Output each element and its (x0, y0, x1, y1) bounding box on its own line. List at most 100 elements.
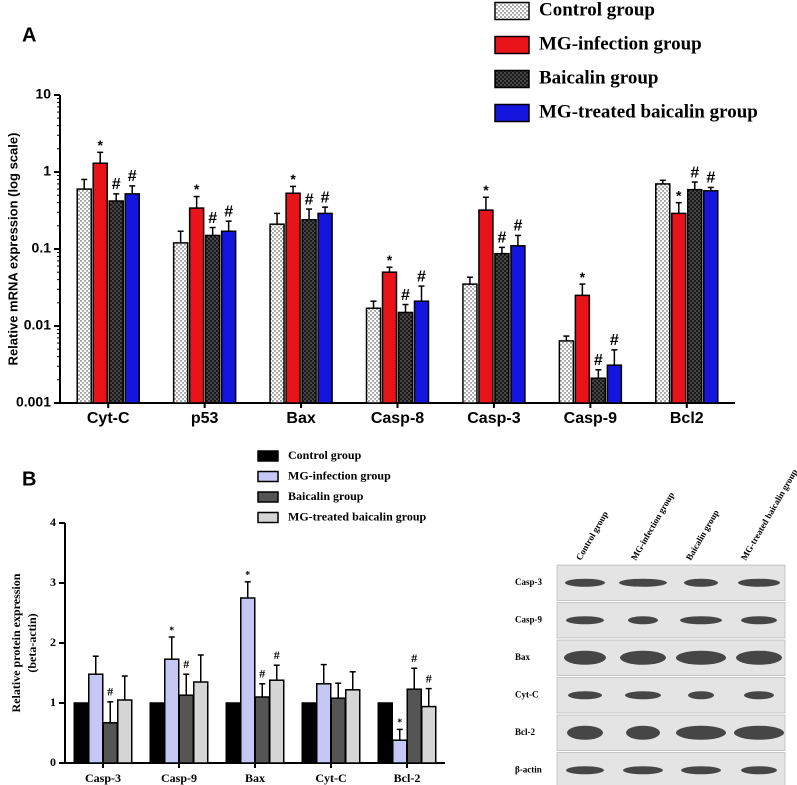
bar (392, 739, 408, 764)
annotation: # (274, 648, 280, 662)
annotation: * (676, 187, 682, 203)
bar (220, 230, 237, 404)
x-tick-label: Casp-3 (85, 771, 121, 785)
blot: Control group MG-infection group Baicalin … (515, 467, 797, 785)
annotation: # (706, 170, 715, 187)
x-tick-label: Bax (245, 771, 265, 785)
bar (478, 209, 494, 404)
bar (204, 234, 221, 404)
bar (397, 311, 414, 404)
bar (606, 364, 623, 404)
blot-band (744, 691, 774, 700)
panel-label: A (22, 24, 36, 46)
blot-band (623, 766, 663, 775)
bar (377, 702, 393, 764)
annotation: # (128, 168, 137, 185)
x-tick-label: Casp-3 (467, 410, 520, 427)
x-tick-label: Bcl-2 (394, 771, 421, 785)
y-tick-label: 0.01 (24, 317, 51, 333)
bar (381, 271, 398, 404)
bar (590, 377, 607, 404)
blot-band (734, 725, 784, 740)
annotation: * (169, 625, 174, 636)
legend-label: MG-treated baicalin group (288, 509, 427, 523)
bar (413, 300, 430, 404)
bar (316, 683, 332, 764)
blot-band (628, 616, 658, 625)
x-tick-label: Cyt-C (87, 410, 130, 427)
blot-band (676, 650, 726, 665)
blot-band (626, 725, 660, 740)
panel-label: B (22, 468, 36, 490)
annotation: # (259, 667, 265, 681)
bar (687, 188, 703, 404)
blot-band (738, 578, 780, 587)
legend-label: Control group (288, 448, 362, 462)
annotation: # (426, 671, 432, 685)
blot-band (741, 766, 777, 775)
bar (117, 699, 133, 764)
bar (225, 702, 241, 764)
blot-row-label: Bcl-2 (515, 727, 535, 737)
blot-band (566, 766, 604, 775)
bar (301, 702, 317, 764)
annotation: * (245, 570, 250, 581)
blot-band (681, 766, 721, 775)
y-tick-label: 2 (50, 635, 56, 649)
bar (240, 597, 256, 764)
annotation: * (580, 269, 586, 285)
annotation: # (321, 189, 330, 206)
blot-row-label: Cyt-C (515, 689, 539, 699)
bar (102, 722, 118, 764)
blot-band (619, 578, 667, 587)
bar (88, 673, 104, 764)
blot-row-label: Casp-3 (515, 577, 543, 587)
blot-row-label: Bax (515, 652, 531, 662)
bar (421, 705, 437, 764)
legend-label: MG-treated baicalin group (539, 101, 758, 122)
x-tick-label: Casp-9 (161, 771, 197, 785)
legend-swatch (494, 35, 530, 55)
bar (188, 207, 205, 404)
annotation: # (112, 176, 121, 193)
blot-row-label: β-actin (515, 764, 542, 774)
blot-band (565, 578, 605, 587)
blot-band (736, 650, 782, 665)
blot-band (564, 650, 606, 665)
bar (462, 283, 478, 404)
y-tick-label: 3 (50, 575, 56, 589)
annotation: * (483, 182, 489, 198)
x-tick-label: p53 (191, 410, 219, 427)
annotation: # (610, 332, 619, 349)
bar (574, 294, 591, 404)
legend-label: MG-infection group (539, 33, 702, 54)
legend-swatch (257, 470, 279, 483)
y-tick-label: 0 (50, 755, 56, 769)
x-tick-label: Cyt-C (315, 771, 346, 785)
bar (269, 223, 285, 404)
legend-label: Baicalin group (539, 67, 658, 88)
bar (671, 212, 687, 404)
annotation: # (594, 352, 603, 369)
annotation: * (290, 171, 296, 187)
annotation: # (224, 203, 233, 220)
blot-band (680, 616, 722, 625)
bar (330, 697, 346, 764)
bar (193, 681, 209, 764)
blot-column-label: MG-treated baicalin group (739, 467, 797, 562)
legend-swatch (257, 491, 279, 503)
y-axis-label: Relative protein expression (9, 573, 23, 712)
blot-band (620, 650, 666, 665)
legend-label: Control group (539, 0, 655, 20)
blot-band (625, 691, 661, 700)
blot-band (741, 616, 777, 625)
blot-column-label: Control group (574, 509, 610, 562)
y-tick-label: 0.1 (32, 240, 52, 256)
x-tick-label: Casp-9 (564, 410, 617, 427)
blot-column-label: MG-infection group (629, 490, 676, 562)
y-axis-label: (beta-actin) (25, 613, 39, 672)
legend-label: MG-infection group (288, 468, 391, 482)
bar (73, 702, 89, 764)
x-tick-label: Casp-8 (371, 410, 424, 427)
legend-label: Baicalin group (288, 489, 364, 503)
